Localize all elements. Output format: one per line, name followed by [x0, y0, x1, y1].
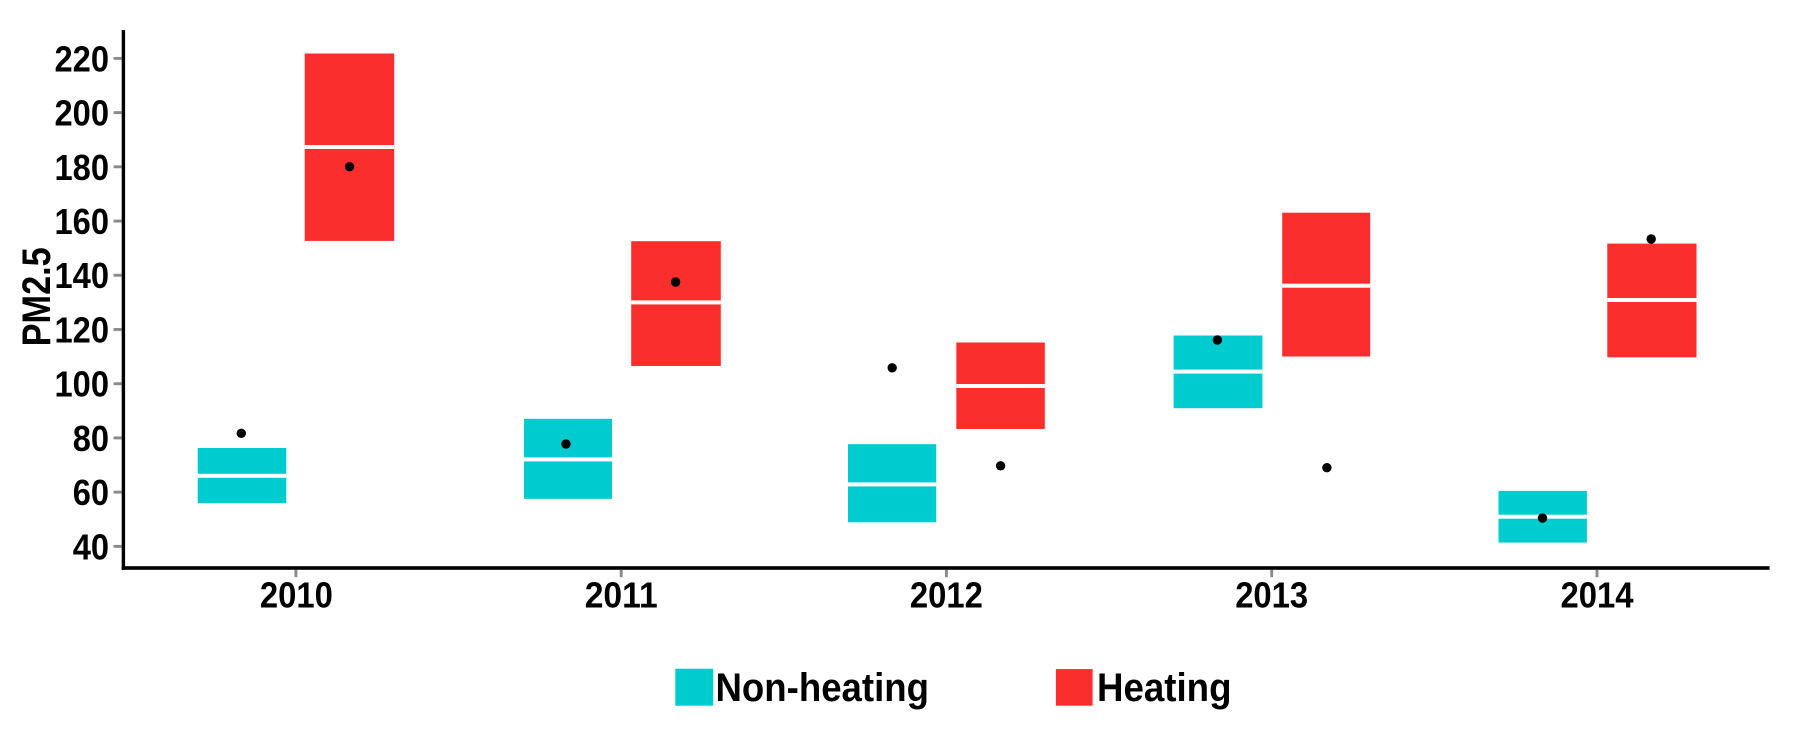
svg-text:140: 140: [55, 255, 110, 296]
svg-text:2011: 2011: [585, 575, 658, 616]
svg-text:220: 220: [55, 38, 110, 79]
svg-text:2014: 2014: [1561, 575, 1634, 616]
svg-text:180: 180: [55, 147, 110, 188]
svg-text:Heating: Heating: [1097, 666, 1232, 710]
svg-text:80: 80: [73, 418, 109, 459]
svg-text:40: 40: [73, 526, 109, 567]
svg-text:2012: 2012: [910, 575, 983, 616]
svg-text:100: 100: [55, 364, 110, 405]
svg-text:60: 60: [73, 472, 109, 513]
svg-text:Non-heating: Non-heating: [716, 666, 930, 710]
svg-text:2013: 2013: [1235, 575, 1308, 616]
svg-text:PM2.5: PM2.5: [15, 247, 59, 346]
svg-text:2010: 2010: [260, 575, 333, 616]
svg-text:160: 160: [55, 201, 110, 242]
svg-text:120: 120: [55, 310, 110, 351]
svg-text:200: 200: [55, 93, 110, 134]
